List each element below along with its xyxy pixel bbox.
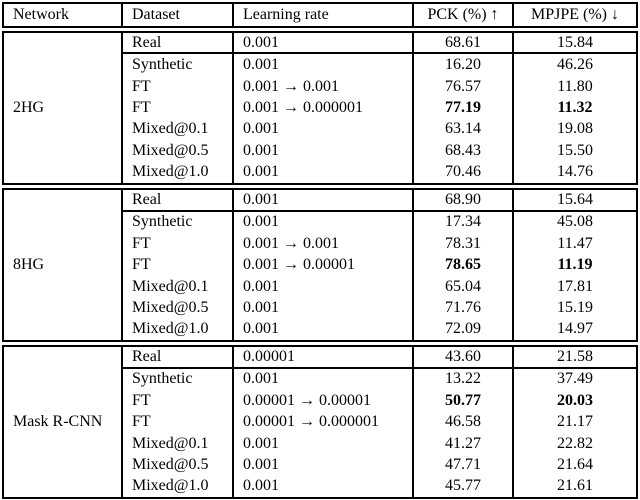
pck-cell: 50.77: [414, 390, 514, 412]
mpjpe-cell: 19.08: [557, 120, 593, 138]
mpjpe-cell: 20.03: [557, 391, 593, 409]
mpjpe-cell: 37.49: [557, 370, 593, 388]
pck-cell: 70.46: [414, 161, 514, 184]
mpjpe-cell: 14.97: [557, 320, 593, 338]
mpjpe-cell: 15.50: [557, 141, 593, 159]
dataset-cell: FT: [123, 254, 234, 276]
mpjpe-cell: 15.19: [557, 298, 593, 316]
lr-cell: 0.001: [234, 190, 414, 212]
dataset-cell: Mixed@0.5: [123, 140, 234, 162]
lr-cell: 0.001 → 0.001: [234, 75, 414, 98]
pck-cell: 47.71: [414, 454, 514, 476]
dataset-cell: FT: [123, 390, 234, 412]
mpjpe-cell: 15.64: [514, 190, 636, 212]
mpjpe-cell: 11.32: [557, 99, 593, 117]
mpjpe-cell: 21.61: [557, 477, 593, 495]
dataset-cell: Synthetic: [123, 211, 234, 233]
pck-cell: 63.14: [414, 118, 514, 141]
dataset-cell: FT: [123, 411, 234, 433]
dataset-cell: Mixed@1.0: [123, 318, 234, 341]
pck-cell: 16.20: [414, 54, 514, 76]
dataset-cell: Synthetic: [123, 368, 234, 390]
mpjpe-cell: 45.08: [557, 213, 593, 231]
dataset-cell: Real: [123, 347, 234, 369]
mpjpe-cell: 21.17: [557, 413, 593, 431]
dataset-cell: FT: [123, 232, 234, 255]
lr-cell: 0.001: [234, 118, 414, 141]
pck-cell: 41.27: [414, 432, 514, 455]
dataset-cell: Real: [123, 33, 234, 55]
lr-cell: 0.001: [234, 454, 414, 476]
mpjpe-cell: 46.26: [557, 56, 593, 74]
lr-cell: 0.001 → 0.000001: [234, 97, 414, 119]
lr-cell: 0.001: [234, 54, 414, 76]
dataset-cell: Mixed@0.1: [123, 275, 234, 298]
dataset-cell: Mixed@1.0: [123, 161, 234, 184]
pck-cell: 71.76: [414, 297, 514, 319]
mpjpe-cell: 22.82: [557, 434, 593, 452]
pck-cell: 68.43: [414, 140, 514, 162]
table-header-row: Network Dataset Learning rate PCK (%) ↑ …: [2, 2, 638, 28]
lr-cell: 0.001: [234, 33, 414, 55]
pck-cell: 17.34: [414, 211, 514, 233]
dataset-cell: Mixed@0.5: [123, 297, 234, 319]
dataset-cell: Synthetic: [123, 54, 234, 76]
pck-cell: 77.19: [414, 97, 514, 119]
pck-cell: 13.22: [414, 368, 514, 390]
pck-cell: 78.65: [414, 254, 514, 276]
network-label: Mask R-CNN: [4, 347, 123, 498]
mpjpe-cell: 14.76: [557, 163, 593, 181]
mpjpe-cell: 15.84: [514, 33, 636, 55]
lr-cell: 0.001: [234, 140, 414, 162]
lr-cell: 0.001: [234, 432, 414, 455]
pck-cell: 45.77: [414, 475, 514, 498]
network-block-2hg: 2HG Real 0.001 68.61 15.84 Synthetic 0.0…: [2, 31, 638, 186]
network-label: 2HG: [4, 33, 123, 184]
lr-cell: 0.001: [234, 475, 414, 498]
pck-cell: 65.04: [414, 275, 514, 298]
lr-cell: 0.001: [234, 211, 414, 233]
lr-cell: 0.00001 → 0.000001: [234, 411, 414, 433]
pck-cell: 43.60: [414, 347, 514, 369]
header-learning-rate: Learning rate: [234, 4, 414, 26]
pck-cell: 78.31: [414, 232, 514, 255]
mpjpe-cell: 11.80: [557, 77, 593, 95]
header-network: Network: [4, 4, 123, 26]
mpjpe-cell: 21.64: [557, 456, 593, 474]
lr-cell: 0.001: [234, 161, 414, 184]
lr-cell: 0.00001 → 0.00001: [234, 390, 414, 412]
dataset-cell: FT: [123, 97, 234, 119]
dataset-cell: Mixed@0.5: [123, 454, 234, 476]
pck-cell: 72.09: [414, 318, 514, 341]
lr-cell: 0.001: [234, 318, 414, 341]
dataset-cell: Mixed@1.0: [123, 475, 234, 498]
dataset-cell: Mixed@0.1: [123, 118, 234, 141]
pck-cell: 68.61: [414, 33, 514, 55]
dataset-cell: Real: [123, 190, 234, 212]
dataset-cell: FT: [123, 75, 234, 98]
lr-cell: 0.001 → 0.00001: [234, 254, 414, 276]
header-dataset: Dataset: [123, 4, 234, 26]
mpjpe-cell: 11.47: [557, 234, 593, 252]
mpjpe-cell: 17.81: [557, 277, 593, 295]
network-block-8hg: 8HG Real 0.001 68.90 15.64 Synthetic 0.0…: [2, 188, 638, 343]
header-mpjpe: MPJPE (%) ↓: [530, 6, 619, 23]
lr-cell: 0.001 → 0.001: [234, 232, 414, 255]
mpjpe-cell: 21.58: [514, 347, 636, 369]
pck-cell: 68.90: [414, 190, 514, 212]
dataset-cell: Mixed@0.1: [123, 432, 234, 455]
header-pck: PCK (%) ↑: [414, 4, 514, 26]
network-label: 8HG: [4, 190, 123, 341]
pck-cell: 46.58: [414, 411, 514, 433]
lr-cell: 0.00001: [234, 347, 414, 369]
pck-cell: 76.57: [414, 75, 514, 98]
network-block-mask-rcnn: Mask R-CNN Real 0.00001 43.60 21.58 Synt…: [2, 345, 638, 500]
lr-cell: 0.001: [234, 275, 414, 298]
lr-cell: 0.001: [234, 297, 414, 319]
mpjpe-cell: 11.19: [557, 256, 593, 274]
lr-cell: 0.001: [234, 368, 414, 390]
